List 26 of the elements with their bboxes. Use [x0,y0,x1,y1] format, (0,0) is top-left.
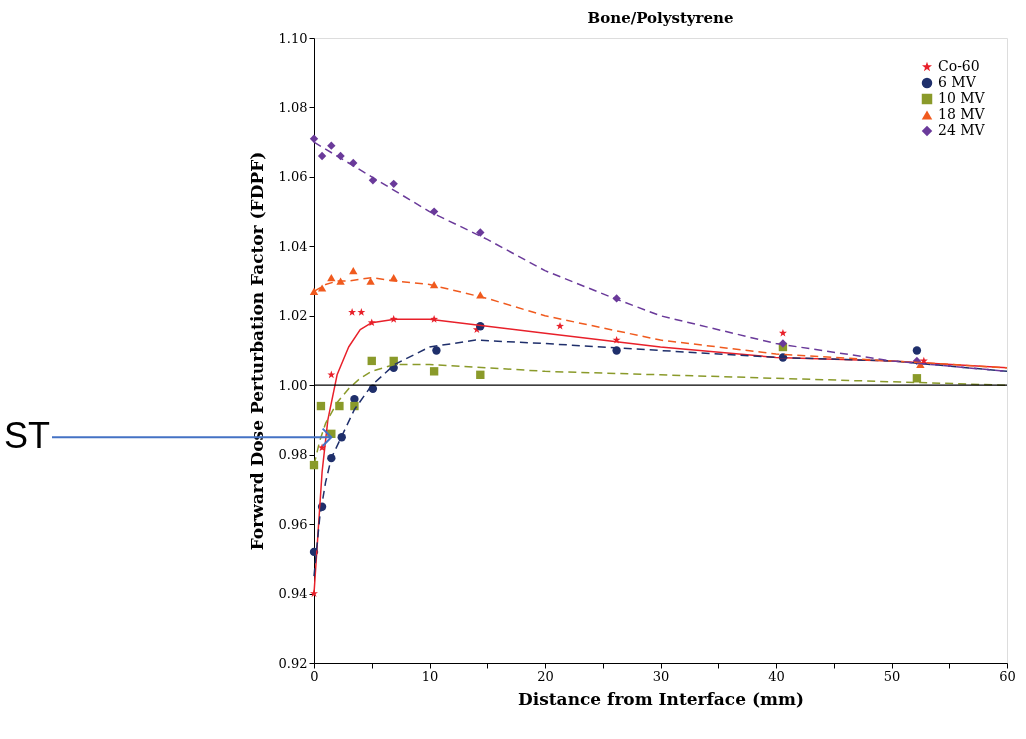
x-tick-label: 20 [537,668,554,684]
legend-label: 10 MV [938,90,986,106]
x-axis-title: Distance from Interface (mm) [517,688,805,709]
x-tick-label: 10 [421,668,439,684]
y-tick-label: 1.00 [278,377,308,393]
y-axis-title: Forward Dose Perturbation Factor (FDPF) [246,151,267,551]
x-tick-label: 0 [310,668,319,684]
legend-label: Co-60 [938,58,980,74]
y-tick-label: 0.94 [278,586,308,602]
x-tick-label: 60 [999,668,1016,684]
chart-title: Bone/Polystyrene [587,9,734,27]
legend-label: 24 MV [938,122,986,138]
x-tick-label: 40 [768,668,785,684]
y-tick-label: 1.02 [278,308,308,324]
legend-label: 6 MV [938,74,977,90]
annotation: ST [3,415,50,457]
y-tick-label: 1.04 [278,238,308,254]
legend-label: 18 MV [938,106,986,122]
y-tick-label: 1.08 [278,99,308,115]
x-tick-label: 50 [883,668,901,684]
y-tick-label: 1.06 [278,169,308,185]
y-tick-label: 0.92 [278,655,308,671]
y-tick-label: 1.10 [278,30,308,46]
x-tick-label: 30 [652,668,670,684]
y-tick-label: 0.98 [278,447,308,463]
y-tick-label: 0.96 [278,516,308,532]
